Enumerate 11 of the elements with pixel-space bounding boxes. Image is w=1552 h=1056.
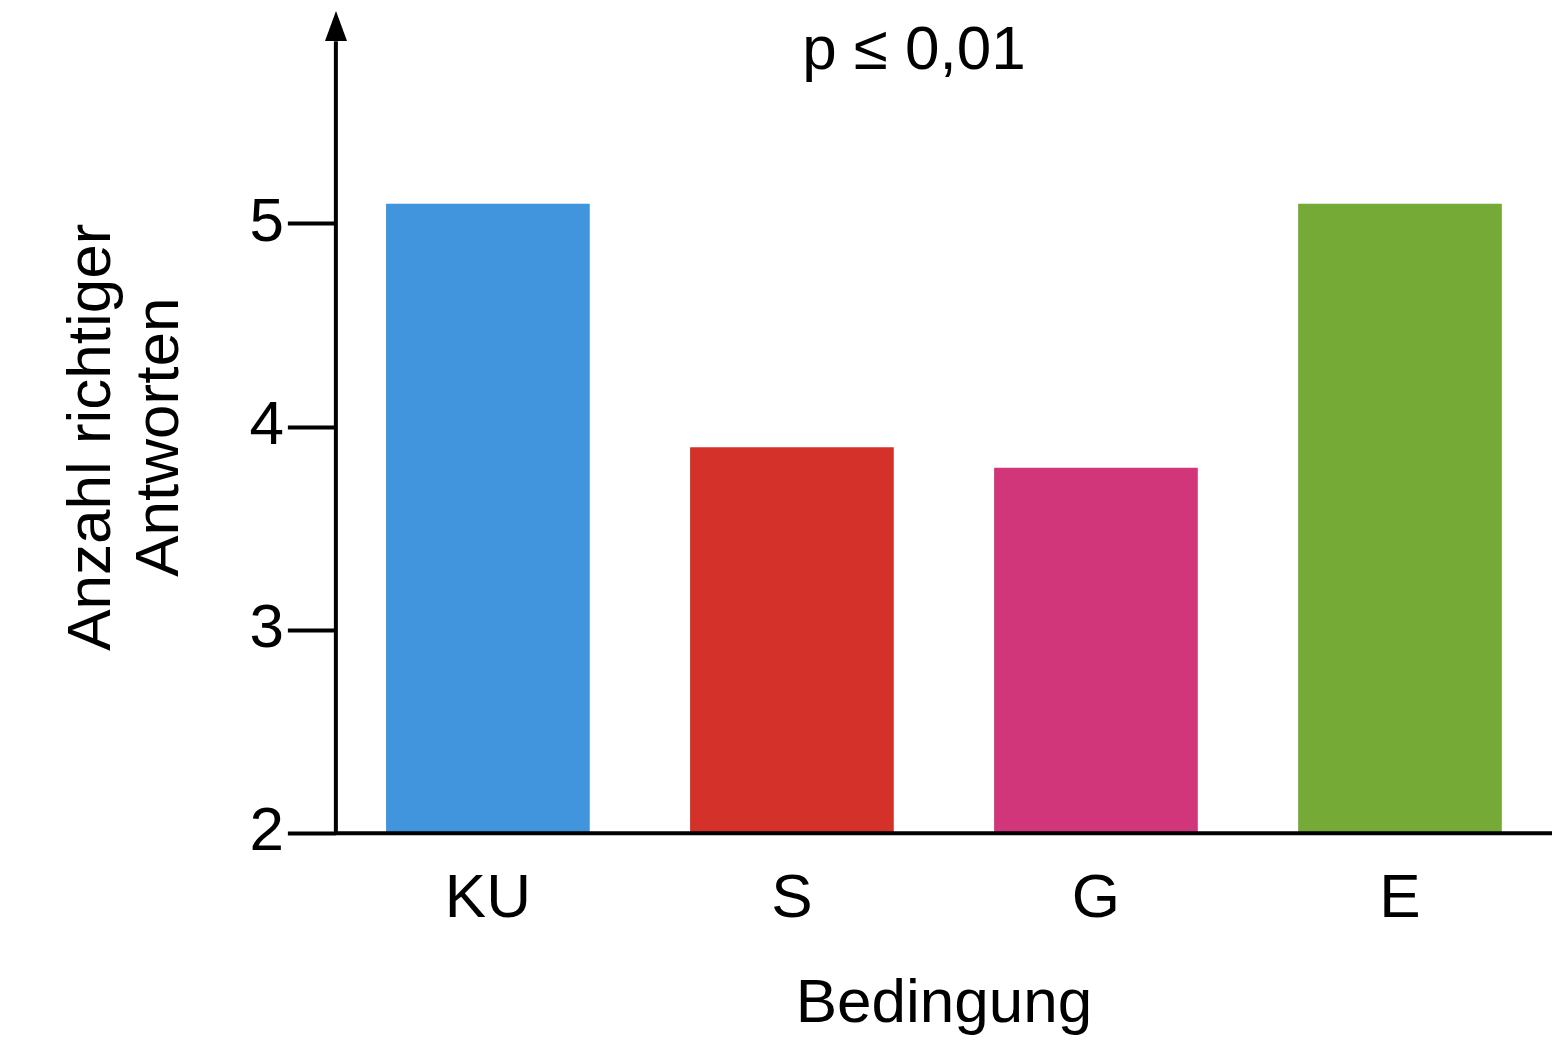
x-tick-label: KU: [444, 861, 531, 931]
x-tick-label: E: [1379, 861, 1421, 931]
x-tick-label: G: [1071, 861, 1121, 931]
x-tick-label: S: [771, 861, 813, 931]
x-axis-title: Bedingung: [795, 965, 1093, 1035]
y-tick-label: 2: [249, 794, 284, 864]
y-tick-label: 4: [249, 388, 284, 458]
y-tick-label: 3: [249, 591, 284, 661]
y-tick-label: 5: [249, 185, 284, 255]
y-axis-title: Anzahl richtiger Antworten: [54, 223, 192, 651]
annotation: p ≤ 0,01: [802, 13, 1026, 83]
